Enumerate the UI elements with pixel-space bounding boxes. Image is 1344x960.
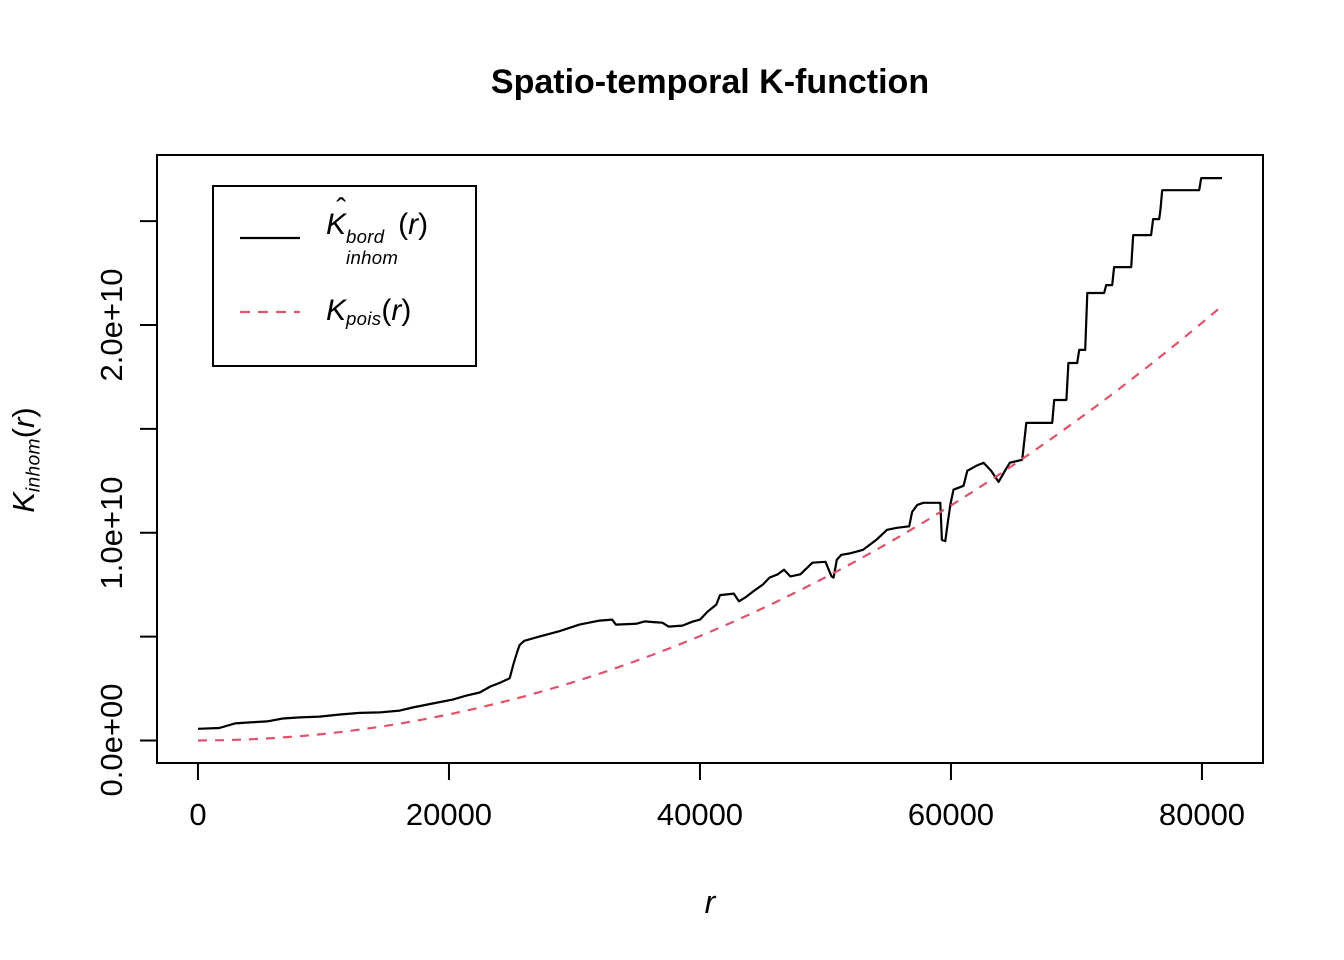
legend-entry-kpois: Kpois(r) <box>214 275 475 349</box>
legend-box: K ˆ bord inhom (r) Kpois(r) <box>212 185 477 367</box>
x-tick-label: 0 <box>189 797 207 832</box>
y-axis-label: Kinhom(r) <box>6 407 45 513</box>
x-axis-label: r <box>704 884 716 920</box>
y-tick-label: 0.0e+00 <box>94 684 129 797</box>
series-K_pois-line <box>197 305 1223 742</box>
legend-line-sample-dashed <box>240 310 300 314</box>
chart-title: Spatio-temporal K-function <box>490 63 930 101</box>
y-tick-label: 2.0e+10 <box>94 268 129 382</box>
legend-entry-kinhom: K ˆ bord inhom (r) <box>214 193 475 275</box>
x-tick-label: 80000 <box>1158 797 1246 832</box>
hat-accent: ˆ <box>336 193 347 227</box>
series-Khat_inhom_bord-line <box>197 177 1222 730</box>
x-tick-label: 40000 <box>656 797 744 832</box>
y-tick-label: 1.0e+10 <box>94 476 129 590</box>
x-tick-label: 20000 <box>405 797 493 832</box>
legend-label-kinhom: K ˆ bord inhom (r) <box>326 193 429 269</box>
legend-line-sample-solid <box>240 236 300 240</box>
x-tick-label: 60000 <box>907 797 995 832</box>
legend-label-kpois: Kpois(r) <box>326 293 412 330</box>
plot-box <box>156 154 1264 764</box>
